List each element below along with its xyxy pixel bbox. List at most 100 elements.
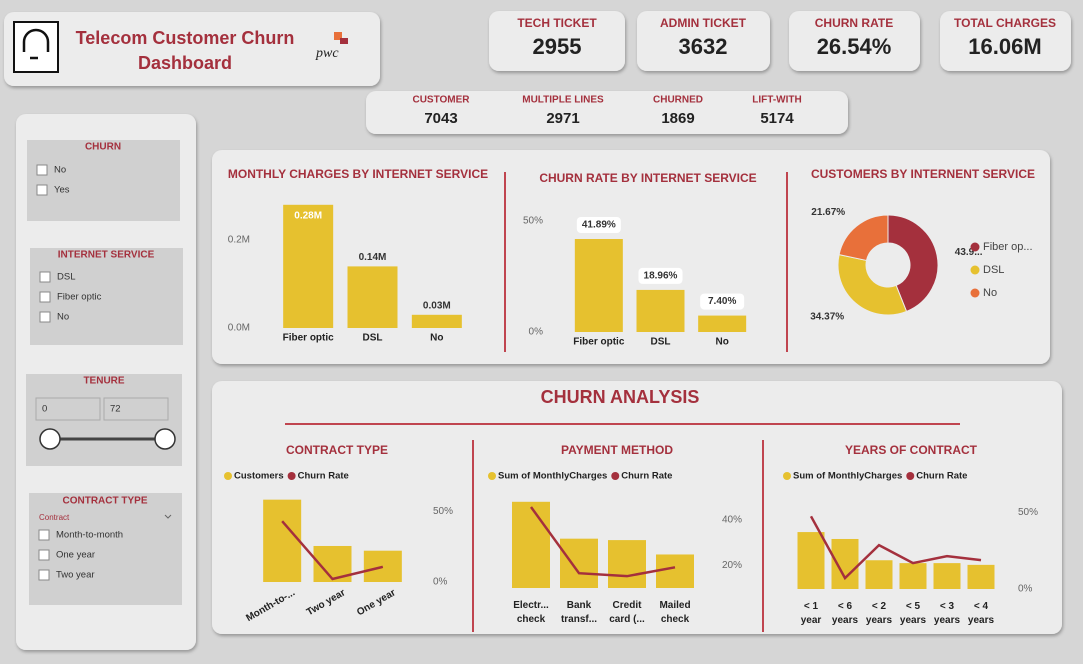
checkbox[interactable] [38, 529, 50, 541]
bar [865, 560, 893, 589]
chart-title: CHURN RATE BY INTERNET SERVICE [539, 171, 756, 185]
bar [512, 501, 550, 588]
bar [636, 289, 685, 332]
line [281, 520, 384, 581]
logo-mark [334, 32, 342, 40]
bar [656, 554, 694, 588]
legend-label: Churn Rate [298, 471, 349, 482]
x-tick-label: Fiber optic [283, 333, 335, 344]
bar [560, 538, 598, 588]
stats-card [366, 91, 848, 134]
checkbox[interactable] [36, 184, 48, 196]
bar [698, 315, 747, 332]
y2-tick-label: 0% [1018, 584, 1033, 595]
section-title: CHURN ANALYSIS [541, 387, 700, 407]
label-box [700, 293, 745, 310]
filter-option[interactable]: One year [56, 550, 95, 561]
y2-tick-label: 50% [433, 506, 453, 517]
filter-box [30, 248, 183, 345]
chart-title: YEARS OF CONTRACT [845, 443, 978, 457]
filter-option[interactable]: DSL [57, 272, 75, 283]
range-input[interactable] [35, 397, 101, 421]
header-card [4, 12, 380, 86]
legend-dot [488, 472, 496, 480]
slider-handle[interactable] [39, 428, 61, 450]
checkbox[interactable] [38, 569, 50, 581]
line [809, 515, 982, 581]
range-value: 0 [42, 404, 47, 415]
stat-value: 5174 [760, 110, 794, 127]
chart-title: CUSTOMERS BY INTERNENT SERVICE [811, 167, 1035, 181]
checkbox[interactable] [39, 271, 51, 283]
filter-option[interactable]: No [54, 165, 66, 176]
bar [363, 550, 402, 582]
chart-title: MONTHLY CHARGES BY INTERNET SERVICE [228, 167, 488, 181]
y-tick-label: 50% [523, 216, 543, 227]
data-label: 0.28M [294, 210, 322, 221]
legend-dot [970, 288, 980, 298]
filter-option[interactable]: No [57, 312, 69, 323]
logo-mark [340, 38, 348, 44]
y-tick-label: 0.2M [228, 235, 250, 246]
kpi-value: 16.06M [968, 34, 1041, 59]
data-label: 7.40% [708, 296, 736, 307]
bar [283, 204, 334, 328]
stat-label: MULTIPLE LINES [522, 95, 604, 106]
dropdown-chevron[interactable] [164, 514, 172, 519]
filter-option[interactable]: Two year [56, 570, 95, 581]
data-label: 0.03M [423, 300, 451, 311]
filter-option[interactable]: Month-to-month [56, 530, 123, 541]
stat-label: CHURNED [653, 95, 703, 106]
y-tick-label: 0% [529, 327, 544, 338]
legend-dot [970, 242, 980, 252]
y2-tick-label: 50% [1018, 507, 1038, 518]
pie-slice [838, 214, 889, 262]
legend-dot [906, 472, 915, 480]
bar [933, 563, 961, 589]
x-tick-label: < 3 years [933, 601, 961, 626]
data-label: 41.89% [582, 220, 616, 231]
range-input[interactable] [103, 397, 169, 421]
label-box [576, 217, 621, 234]
checkbox[interactable] [39, 311, 51, 323]
legend-label: Churn Rate [621, 471, 672, 482]
pie-slice [887, 214, 939, 313]
bar [263, 499, 302, 582]
legend-dot [287, 472, 296, 480]
stat-value: 2971 [546, 110, 579, 127]
charts-panel [212, 150, 1050, 364]
filter-option[interactable]: Yes [54, 185, 70, 196]
logo: pwc [315, 46, 339, 61]
pie-slice [837, 254, 908, 316]
data-label: 18.96% [644, 271, 678, 282]
filter-title: CONTRACT TYPE [63, 496, 148, 507]
x-tick-label: < 4 years [967, 601, 995, 626]
y-tick-label: 0.0M [228, 323, 250, 334]
kpi-label: TECH TICKET [517, 16, 597, 30]
kpi-value: 2955 [533, 34, 582, 59]
filter-box [29, 493, 182, 605]
slider-handle[interactable] [154, 428, 176, 450]
legend-label: Customers [234, 471, 284, 482]
line [529, 506, 676, 578]
checkbox[interactable] [39, 291, 51, 303]
data-label: 0.14M [359, 252, 387, 263]
legend-label: Churn Rate [916, 471, 967, 482]
dashboard-title: Telecom Customer Churn Dashboard [75, 28, 295, 73]
legend-label: DSL [983, 264, 1004, 276]
x-tick-label: Bank transf... [560, 600, 598, 625]
checkbox[interactable] [36, 164, 48, 176]
kpi-card [489, 11, 625, 71]
label-box [638, 267, 683, 284]
y2-tick-label: 40% [722, 514, 742, 525]
kpi-label: ADMIN TICKET [660, 16, 747, 30]
bar [574, 239, 623, 332]
chart-title: CONTRACT TYPE [286, 443, 388, 457]
checkbox[interactable] [38, 549, 50, 561]
kpi-card [940, 11, 1071, 71]
legend-dot [970, 265, 980, 275]
filter-option[interactable]: Fiber optic [57, 292, 102, 303]
x-tick-label: DSL [651, 337, 671, 348]
